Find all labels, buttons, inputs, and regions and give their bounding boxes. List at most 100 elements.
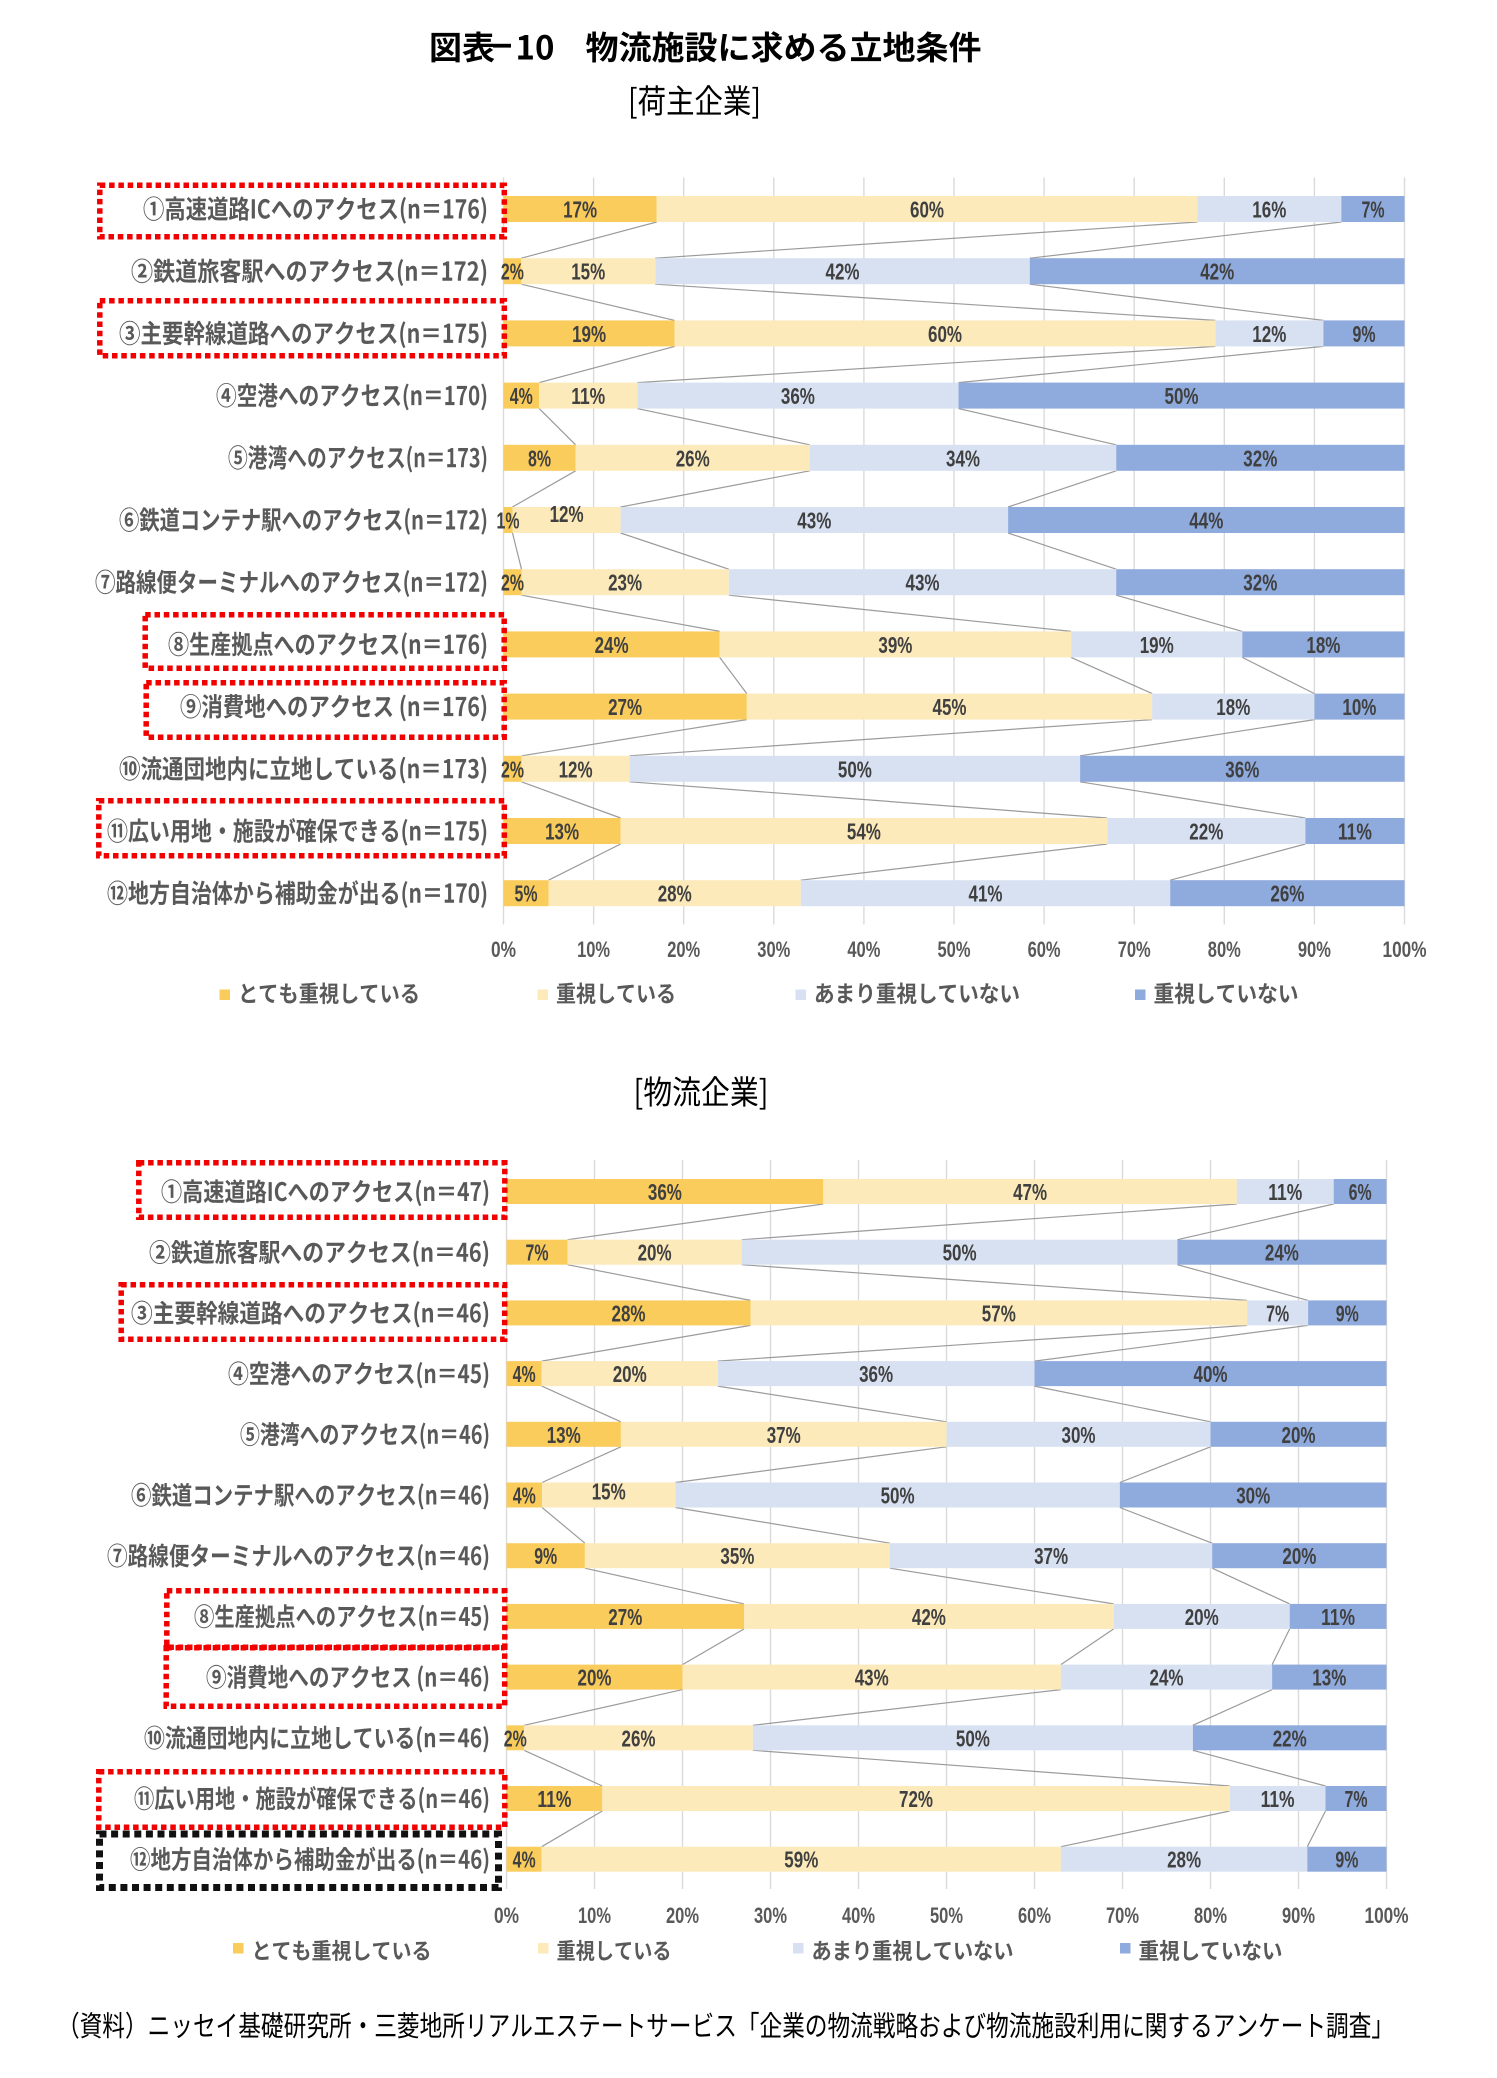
svg-text:28%: 28% bbox=[1167, 1847, 1201, 1873]
svg-text:20%: 20% bbox=[1282, 1422, 1316, 1448]
svg-text:90%: 90% bbox=[1282, 1903, 1315, 1928]
svg-text:36%: 36% bbox=[859, 1361, 893, 1387]
svg-text:18%: 18% bbox=[1306, 632, 1340, 658]
svg-text:12%: 12% bbox=[550, 501, 584, 527]
svg-text:12%: 12% bbox=[1252, 321, 1286, 347]
svg-text:23%: 23% bbox=[608, 570, 642, 596]
svg-text:80%: 80% bbox=[1194, 1903, 1227, 1928]
svg-text:20%: 20% bbox=[613, 1361, 647, 1387]
svg-text:5%: 5% bbox=[515, 881, 538, 907]
svg-text:43%: 43% bbox=[797, 508, 831, 534]
svg-text:9%: 9% bbox=[1353, 321, 1376, 347]
svg-text:4%: 4% bbox=[513, 1483, 536, 1509]
svg-text:4%: 4% bbox=[510, 383, 533, 409]
svg-text:11%: 11% bbox=[1338, 819, 1372, 845]
svg-text:43%: 43% bbox=[855, 1665, 889, 1691]
svg-text:37%: 37% bbox=[1034, 1543, 1068, 1569]
svg-text:32%: 32% bbox=[1243, 570, 1277, 596]
svg-text:26%: 26% bbox=[676, 445, 710, 471]
svg-text:28%: 28% bbox=[612, 1300, 646, 1326]
svg-text:72%: 72% bbox=[899, 1786, 933, 1812]
svg-text:17%: 17% bbox=[563, 197, 597, 223]
svg-text:19%: 19% bbox=[1140, 632, 1174, 658]
svg-text:50%: 50% bbox=[881, 1483, 915, 1509]
svg-text:40%: 40% bbox=[842, 1903, 875, 1928]
svg-text:22%: 22% bbox=[1189, 819, 1223, 845]
svg-text:24%: 24% bbox=[1150, 1665, 1184, 1691]
svg-text:50%: 50% bbox=[838, 756, 872, 782]
svg-text:27%: 27% bbox=[608, 694, 642, 720]
svg-text:50%: 50% bbox=[930, 1903, 963, 1928]
svg-text:9%: 9% bbox=[1336, 1300, 1359, 1326]
svg-text:12%: 12% bbox=[559, 756, 593, 782]
svg-text:18%: 18% bbox=[1216, 694, 1250, 720]
svg-text:13%: 13% bbox=[545, 819, 579, 845]
svg-text:11%: 11% bbox=[1321, 1604, 1355, 1630]
svg-text:2%: 2% bbox=[504, 1725, 527, 1751]
svg-text:28%: 28% bbox=[658, 881, 692, 907]
svg-text:6%: 6% bbox=[1349, 1179, 1372, 1205]
svg-text:37%: 37% bbox=[767, 1422, 801, 1448]
svg-text:4%: 4% bbox=[513, 1361, 536, 1387]
svg-text:22%: 22% bbox=[1273, 1725, 1307, 1751]
svg-text:35%: 35% bbox=[720, 1543, 754, 1569]
svg-text:24%: 24% bbox=[1265, 1240, 1299, 1266]
svg-text:27%: 27% bbox=[608, 1604, 642, 1630]
svg-text:57%: 57% bbox=[982, 1300, 1016, 1326]
svg-text:4%: 4% bbox=[513, 1847, 536, 1873]
svg-text:8%: 8% bbox=[528, 445, 551, 471]
svg-text:50%: 50% bbox=[938, 937, 971, 962]
svg-text:20%: 20% bbox=[666, 1903, 699, 1928]
svg-text:34%: 34% bbox=[946, 445, 980, 471]
svg-text:20%: 20% bbox=[1282, 1543, 1316, 1569]
svg-text:13%: 13% bbox=[547, 1422, 581, 1448]
svg-text:20%: 20% bbox=[667, 937, 700, 962]
svg-text:50%: 50% bbox=[943, 1240, 977, 1266]
svg-text:11%: 11% bbox=[1268, 1179, 1302, 1205]
svg-text:7%: 7% bbox=[1362, 197, 1385, 223]
svg-text:10%: 10% bbox=[578, 1903, 611, 1928]
svg-text:45%: 45% bbox=[933, 694, 967, 720]
svg-text:36%: 36% bbox=[648, 1179, 682, 1205]
svg-text:39%: 39% bbox=[878, 632, 912, 658]
svg-text:1%: 1% bbox=[497, 508, 520, 534]
svg-text:9%: 9% bbox=[534, 1543, 557, 1569]
svg-text:32%: 32% bbox=[1243, 445, 1277, 471]
svg-text:30%: 30% bbox=[1236, 1483, 1270, 1509]
svg-text:0%: 0% bbox=[494, 1903, 519, 1928]
svg-text:15%: 15% bbox=[592, 1479, 626, 1505]
svg-text:42%: 42% bbox=[1200, 259, 1234, 285]
svg-text:90%: 90% bbox=[1298, 937, 1331, 962]
svg-text:60%: 60% bbox=[1018, 1903, 1051, 1928]
svg-text:59%: 59% bbox=[784, 1847, 818, 1873]
svg-text:30%: 30% bbox=[1062, 1422, 1096, 1448]
svg-text:15%: 15% bbox=[571, 259, 605, 285]
svg-text:26%: 26% bbox=[622, 1725, 656, 1751]
svg-text:43%: 43% bbox=[906, 570, 940, 596]
svg-text:100%: 100% bbox=[1365, 1903, 1409, 1928]
svg-text:50%: 50% bbox=[956, 1725, 990, 1751]
svg-text:40%: 40% bbox=[847, 937, 880, 962]
svg-text:40%: 40% bbox=[1194, 1361, 1228, 1387]
svg-text:16%: 16% bbox=[1252, 197, 1286, 223]
svg-text:2%: 2% bbox=[501, 259, 524, 285]
svg-text:20%: 20% bbox=[578, 1665, 612, 1691]
svg-text:9%: 9% bbox=[1335, 1847, 1358, 1873]
svg-text:47%: 47% bbox=[1013, 1179, 1047, 1205]
svg-text:36%: 36% bbox=[1225, 756, 1259, 782]
svg-text:10%: 10% bbox=[1342, 694, 1376, 720]
svg-text:70%: 70% bbox=[1106, 1903, 1139, 1928]
svg-text:7%: 7% bbox=[1345, 1786, 1368, 1812]
svg-text:11%: 11% bbox=[571, 383, 605, 409]
svg-text:26%: 26% bbox=[1270, 881, 1304, 907]
svg-text:10%: 10% bbox=[577, 937, 610, 962]
svg-text:30%: 30% bbox=[757, 937, 790, 962]
svg-text:60%: 60% bbox=[1028, 937, 1061, 962]
svg-text:7%: 7% bbox=[526, 1240, 549, 1266]
svg-text:100%: 100% bbox=[1383, 937, 1427, 962]
svg-text:24%: 24% bbox=[595, 632, 629, 658]
svg-text:7%: 7% bbox=[1266, 1300, 1289, 1326]
svg-text:42%: 42% bbox=[826, 259, 860, 285]
svg-text:2%: 2% bbox=[501, 756, 524, 782]
svg-text:13%: 13% bbox=[1312, 1665, 1346, 1691]
